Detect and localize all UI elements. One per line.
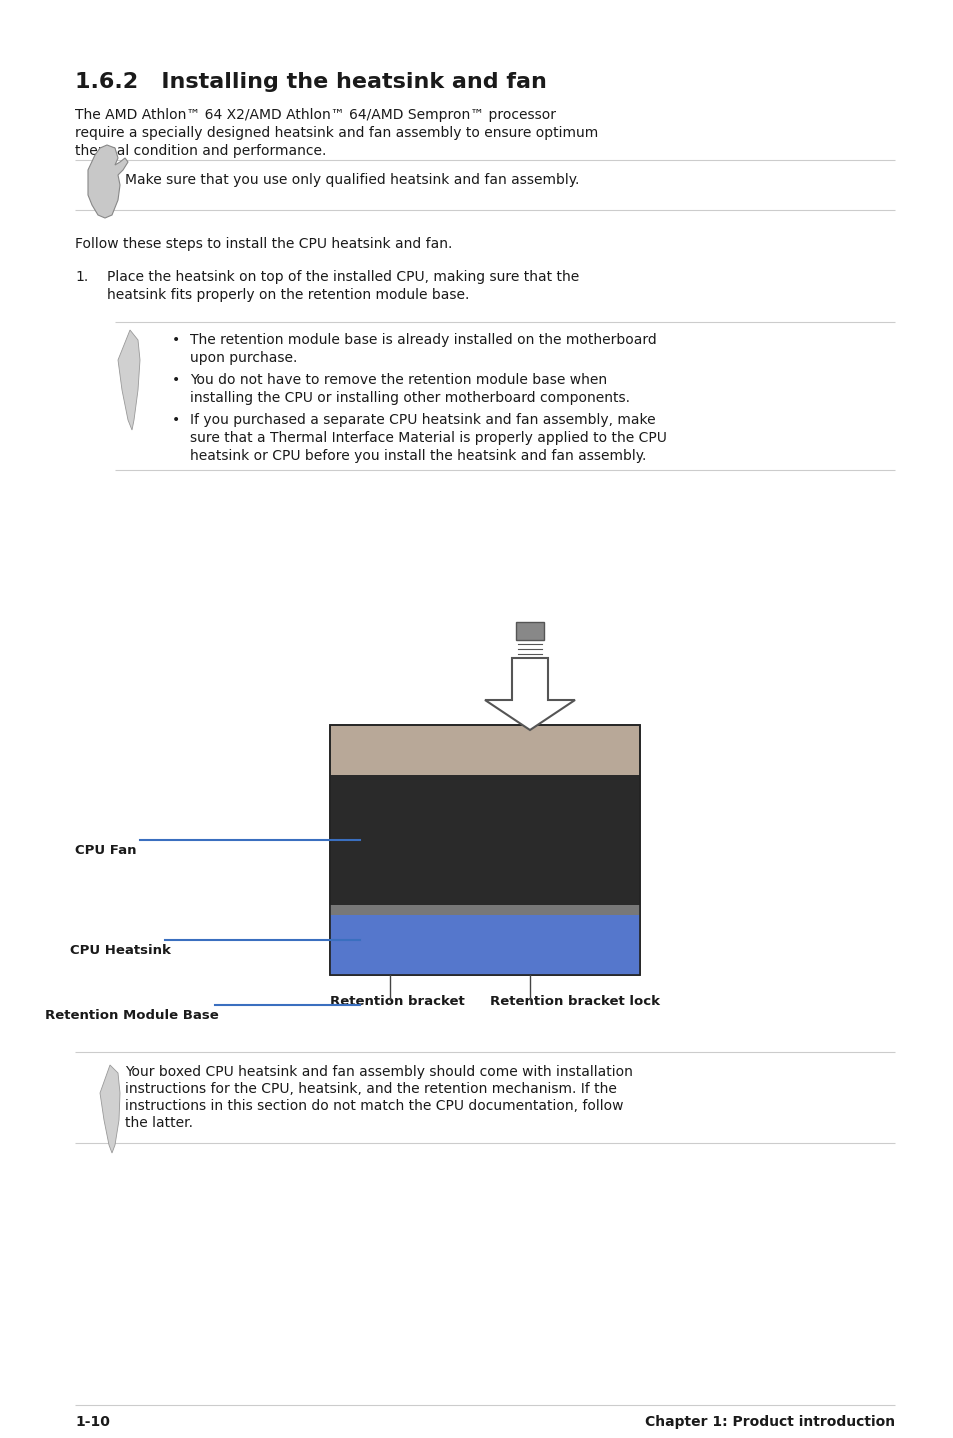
Text: sure that a Thermal Interface Material is properly applied to the CPU: sure that a Thermal Interface Material i… (190, 431, 666, 444)
Text: thermal condition and performance.: thermal condition and performance. (75, 144, 326, 158)
Polygon shape (118, 329, 140, 430)
Bar (330, 725, 639, 975)
Bar (330, 725, 639, 975)
Text: installing the CPU or installing other motherboard components.: installing the CPU or installing other m… (190, 391, 629, 406)
Text: 1.6.2   Installing the heatsink and fan: 1.6.2 Installing the heatsink and fan (75, 72, 546, 92)
Text: Make sure that you use only qualified heatsink and fan assembly.: Make sure that you use only qualified he… (125, 173, 578, 187)
Text: upon purchase.: upon purchase. (190, 351, 297, 365)
Text: CPU Fan: CPU Fan (75, 844, 136, 857)
Bar (330, 905, 639, 915)
Polygon shape (88, 145, 128, 219)
Text: The retention module base is already installed on the motherboard: The retention module base is already ins… (190, 334, 656, 347)
Bar (516, 623, 543, 640)
Text: Retention bracket lock: Retention bracket lock (490, 995, 659, 1008)
Text: heatsink or CPU before you install the heatsink and fan assembly.: heatsink or CPU before you install the h… (190, 449, 646, 463)
Text: •: • (172, 372, 180, 387)
Text: •: • (172, 413, 180, 427)
Text: CPU Heatsink: CPU Heatsink (70, 943, 171, 958)
Polygon shape (100, 1066, 120, 1153)
Text: Follow these steps to install the CPU heatsink and fan.: Follow these steps to install the CPU he… (75, 237, 452, 252)
Text: •: • (172, 334, 180, 347)
Text: If you purchased a separate CPU heatsink and fan assembly, make: If you purchased a separate CPU heatsink… (190, 413, 655, 427)
Bar (330, 915, 639, 975)
Text: heatsink fits properly on the retention module base.: heatsink fits properly on the retention … (107, 288, 469, 302)
Text: instructions in this section do not match the CPU documentation, follow: instructions in this section do not matc… (125, 1099, 623, 1113)
Text: Retention Module Base: Retention Module Base (45, 1009, 218, 1022)
Text: Place the heatsink on top of the installed CPU, making sure that the: Place the heatsink on top of the install… (107, 270, 578, 283)
Text: the latter.: the latter. (125, 1116, 193, 1130)
Polygon shape (484, 659, 575, 731)
Text: Retention bracket: Retention bracket (330, 995, 464, 1008)
Text: require a specially designed heatsink and fan assembly to ensure optimum: require a specially designed heatsink an… (75, 127, 598, 139)
Bar (330, 775, 639, 905)
Text: instructions for the CPU, heatsink, and the retention mechanism. If the: instructions for the CPU, heatsink, and … (125, 1081, 617, 1096)
Text: 1-10: 1-10 (75, 1415, 110, 1429)
Text: The AMD Athlon™ 64 X2/AMD Athlon™ 64/AMD Sempron™ processor: The AMD Athlon™ 64 X2/AMD Athlon™ 64/AMD… (75, 108, 556, 122)
Text: Your boxed CPU heatsink and fan assembly should come with installation: Your boxed CPU heatsink and fan assembly… (125, 1066, 632, 1078)
Text: Chapter 1: Product introduction: Chapter 1: Product introduction (644, 1415, 894, 1429)
Text: You do not have to remove the retention module base when: You do not have to remove the retention … (190, 372, 606, 387)
Text: 1.: 1. (75, 270, 89, 283)
